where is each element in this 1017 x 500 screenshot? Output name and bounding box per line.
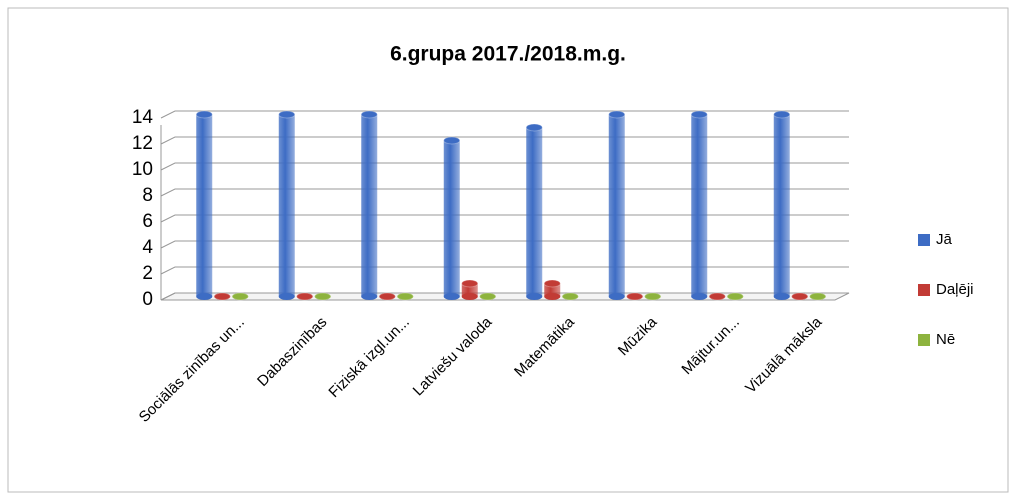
bar bbox=[461, 279, 479, 300]
chart-frame bbox=[7, 7, 1009, 493]
bar bbox=[296, 292, 314, 301]
y-tick-label: 12 bbox=[132, 133, 153, 154]
bar bbox=[231, 292, 249, 301]
bar bbox=[479, 292, 497, 301]
y-tick-label: 4 bbox=[142, 237, 153, 258]
bar bbox=[809, 292, 827, 301]
bar bbox=[644, 292, 662, 301]
legend-label: Nē bbox=[936, 331, 955, 348]
bar bbox=[396, 292, 414, 301]
bar bbox=[690, 110, 708, 300]
legend-label: Jā bbox=[936, 231, 953, 248]
bar bbox=[525, 123, 543, 300]
bar bbox=[626, 292, 644, 301]
bar bbox=[543, 279, 561, 300]
bar bbox=[608, 110, 626, 300]
bar bbox=[726, 292, 744, 301]
grid-line bbox=[160, 110, 849, 119]
legend-swatch bbox=[918, 284, 930, 296]
floor bbox=[160, 292, 850, 301]
bar bbox=[278, 110, 296, 300]
y-tick-label: 6 bbox=[142, 211, 153, 232]
bar bbox=[378, 292, 396, 301]
legend-label: Daļēji bbox=[936, 281, 974, 298]
bar bbox=[561, 292, 579, 301]
y-tick-label: 14 bbox=[132, 107, 154, 128]
legend-swatch bbox=[918, 334, 930, 346]
bar bbox=[443, 136, 461, 300]
bar bbox=[360, 110, 378, 300]
legend-swatch bbox=[918, 234, 930, 246]
y-tick-label: 2 bbox=[142, 263, 153, 284]
bar bbox=[708, 292, 726, 301]
bar bbox=[314, 292, 332, 301]
y-tick-label: 0 bbox=[142, 289, 153, 310]
bar bbox=[773, 110, 791, 300]
bar bbox=[213, 292, 231, 301]
chart-title: 6.grupa 2017./2018.m.g. bbox=[390, 43, 626, 66]
y-tick-label: 8 bbox=[142, 185, 153, 206]
y-tick-label: 10 bbox=[132, 159, 153, 180]
bar bbox=[195, 110, 213, 300]
bar bbox=[791, 292, 809, 301]
